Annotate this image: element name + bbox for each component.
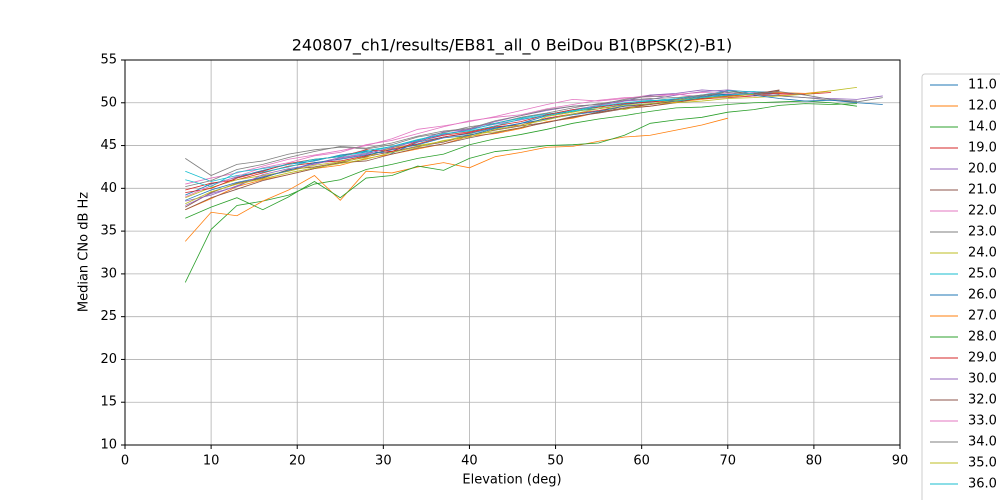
- y-tick-label: 50: [100, 95, 117, 110]
- y-tick-label: 35: [100, 224, 117, 239]
- series-line: [184, 117, 728, 242]
- series-line: [185, 86, 857, 199]
- series-line: [185, 92, 832, 191]
- y-tick-label: 30: [100, 266, 117, 281]
- legend-label: 29.0: [968, 351, 997, 366]
- series-line: [185, 89, 728, 206]
- x-tick-label: 10: [203, 454, 220, 469]
- series-line: [185, 92, 754, 188]
- legend-label: 32.0: [968, 393, 997, 408]
- legend-label: 30.0: [968, 372, 997, 387]
- x-tick-label: 50: [547, 454, 564, 469]
- legend-label: 24.0: [968, 246, 997, 261]
- x-tick-label: 20: [289, 454, 306, 469]
- legend-label: 27.0: [968, 309, 997, 324]
- y-tick-label: 25: [100, 309, 117, 324]
- x-tick-label: 70: [720, 454, 737, 469]
- y-axis-label: Median CNo dB Hz: [77, 192, 92, 312]
- legend-label: 23.0: [968, 225, 997, 240]
- series-line: [185, 93, 754, 205]
- x-tick-label: 40: [461, 454, 478, 469]
- legend-label: 19.0: [968, 141, 997, 156]
- series-line: [185, 90, 780, 182]
- series-line: [185, 92, 754, 198]
- x-tick-label: 90: [892, 454, 909, 469]
- legend-label: 35.0: [968, 456, 997, 471]
- legend-label: 25.0: [968, 267, 997, 282]
- y-tick-label: 20: [100, 352, 117, 367]
- x-axis-label: Elevation (deg): [462, 473, 561, 488]
- legend-label: 11.0: [968, 78, 997, 93]
- x-tick-label: 60: [633, 454, 650, 469]
- x-tick-label: 0: [121, 454, 129, 469]
- series-line: [185, 90, 780, 211]
- series-line: [185, 91, 857, 188]
- legend-label: 22.0: [968, 204, 997, 219]
- x-tick-label: 80: [806, 454, 823, 469]
- y-tick-label: 45: [100, 138, 117, 153]
- series-line: [185, 93, 728, 185]
- y-tick-label: 10: [100, 438, 117, 453]
- legend-label: 36.0: [968, 477, 997, 492]
- legend-label: 21.0: [968, 183, 997, 198]
- chart-title: 240807_ch1/results/EB81_all_0 BeiDou B1(…: [292, 36, 733, 56]
- legend-box: [921, 73, 1000, 500]
- series-line: [185, 92, 806, 194]
- legend-label: 34.0: [968, 435, 997, 450]
- legend-label: 28.0: [968, 330, 997, 345]
- legend-label: 14.0: [968, 120, 997, 135]
- series-line: [185, 103, 857, 219]
- y-tick-label: 40: [100, 181, 117, 196]
- legend-label: 20.0: [968, 162, 997, 177]
- legend-label: 26.0: [968, 288, 997, 303]
- plot-frame: [124, 59, 901, 446]
- y-tick-label: 55: [100, 53, 117, 68]
- series-line: [185, 92, 883, 176]
- series-line: [185, 89, 780, 208]
- legend-label: 12.0: [968, 99, 997, 114]
- x-tick-label: 30: [375, 454, 392, 469]
- legend-label: 33.0: [968, 414, 997, 429]
- y-tick-label: 15: [100, 395, 117, 410]
